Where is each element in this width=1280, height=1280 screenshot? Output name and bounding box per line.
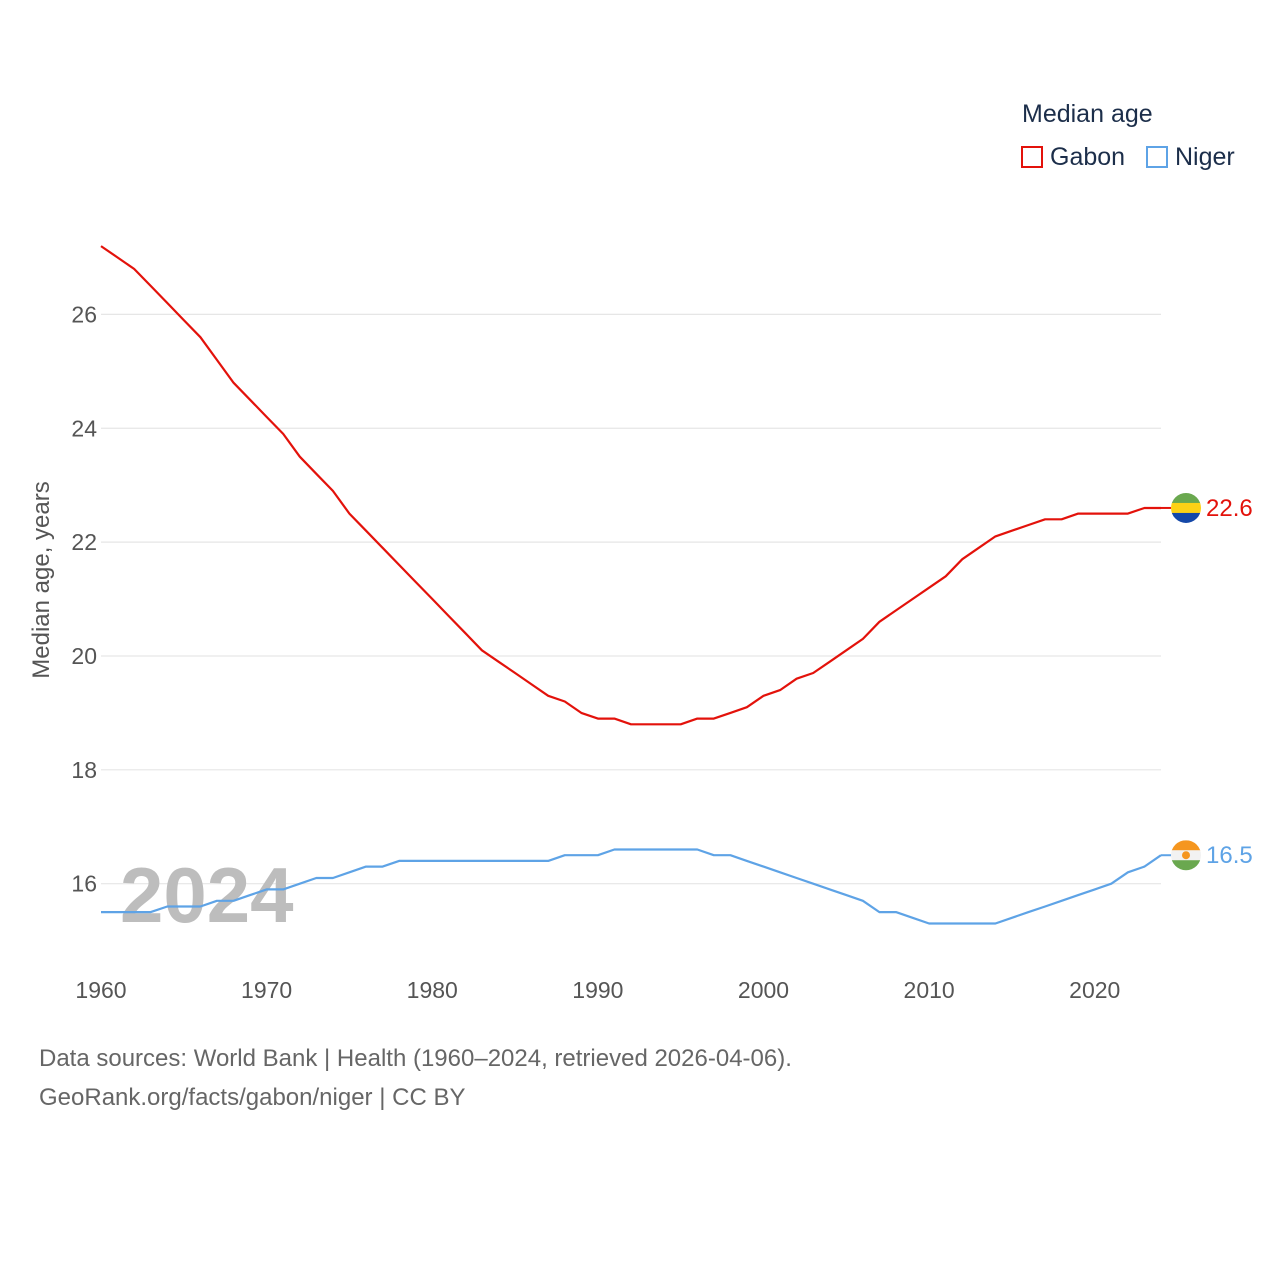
year-watermark: 2024	[120, 851, 294, 939]
y-tick-label-18: 18	[71, 757, 97, 783]
end-value-label-niger: 16.5	[1206, 842, 1253, 869]
x-tick-label-1990: 1990	[572, 977, 623, 1003]
y-axis-label: Median age, years	[28, 481, 55, 679]
niger-flag-stripe-2	[1171, 860, 1201, 871]
legend-title: Median age	[1022, 100, 1153, 128]
niger-flag-sun	[1182, 851, 1190, 860]
y-tick-label-24: 24	[71, 415, 97, 441]
y-tick-label-16: 16	[71, 871, 97, 897]
legend-item-niger[interactable]: Niger	[1146, 142, 1235, 172]
end-value-label-gabon: 22.6	[1206, 495, 1253, 522]
niger-flag-stripes	[1171, 840, 1201, 871]
niger-flag-stripe-0	[1171, 840, 1201, 851]
series-line-gabon	[100, 245, 1161, 726]
legend-swatch-niger	[1146, 146, 1168, 168]
x-tick-label-1980: 1980	[407, 977, 458, 1003]
gabon-flag-stripe-0	[1171, 492, 1201, 504]
y-tick-label-22: 22	[71, 529, 97, 555]
series-lines	[100, 245, 1162, 925]
legend-item-gabon[interactable]: Gabon	[1021, 142, 1125, 172]
x-tick-label-1960: 1960	[75, 977, 126, 1003]
legend-label-niger: Niger	[1175, 142, 1235, 171]
source-line: Data sources: World Bank | Health (1960–…	[39, 1045, 792, 1072]
attribution-line[interactable]: GeoRank.org/facts/gabon/niger | CC BY	[39, 1084, 466, 1111]
series-line-niger	[101, 848, 1162, 925]
legend-label-gabon: Gabon	[1050, 142, 1126, 171]
x-tick-label-2020: 2020	[1069, 977, 1120, 1003]
y-tick-label-26: 26	[71, 301, 97, 327]
gabon-flag-stripe-2	[1171, 512, 1201, 523]
x-tick-label-2000: 2000	[738, 977, 789, 1003]
gabon-flag-icon	[1171, 492, 1201, 523]
axis-ticks: 16 18 20 22 24 26 1960 1970 1980 1990 2000 2010 2020	[71, 301, 1120, 1003]
gabon-flag-stripes	[1171, 492, 1201, 523]
legend-swatch-gabon	[1021, 146, 1043, 168]
x-tick-label-1970: 1970	[241, 977, 292, 1003]
grid-lines	[101, 313, 1161, 885]
year-watermark-group: 2024	[120, 851, 294, 939]
x-tick-label-2010: 2010	[904, 977, 955, 1003]
y-tick-label-20: 20	[71, 643, 97, 669]
end-labels: 22.6 16.5	[1161, 492, 1253, 871]
niger-flag-icon	[1171, 840, 1201, 871]
gabon-flag-stripe-1	[1171, 502, 1201, 514]
